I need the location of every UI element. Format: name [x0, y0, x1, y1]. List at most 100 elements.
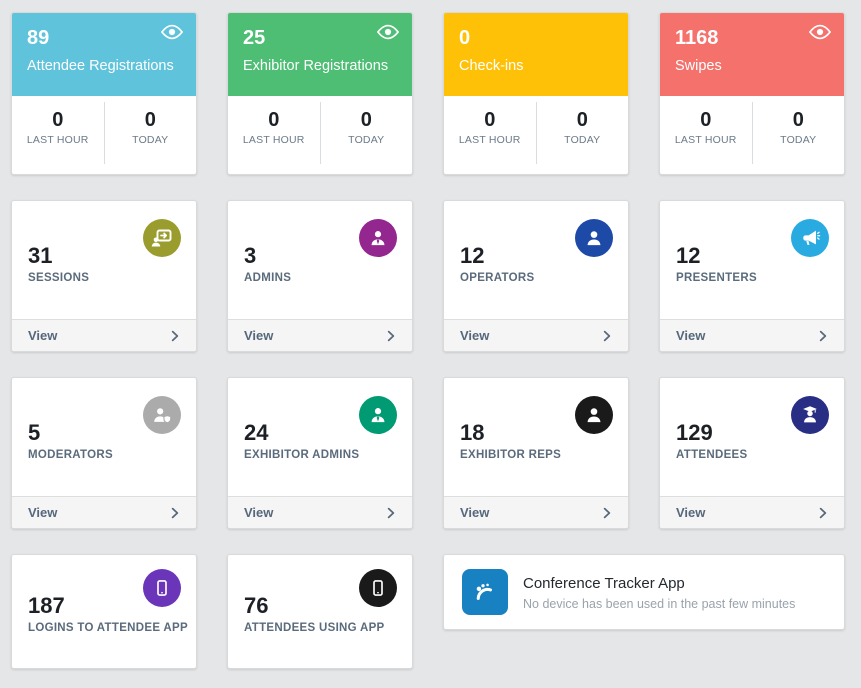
stat-card-operators: 12 OPERATORS View	[443, 200, 629, 352]
view-link[interactable]: View	[12, 496, 196, 528]
stat-label: ATTENDEES USING APP	[244, 622, 385, 634]
summary-value: 89	[27, 27, 50, 49]
stat-value: 24	[244, 420, 269, 445]
mobile-icon	[359, 569, 397, 607]
stat-label: OPERATORS	[460, 272, 535, 284]
admin-person-icon	[359, 396, 397, 434]
view-link[interactable]: View	[12, 319, 196, 351]
last-hour-label: LAST HOUR	[242, 134, 305, 146]
last-hour-label: LAST HOUR	[458, 134, 521, 146]
eye-icon[interactable]	[161, 24, 183, 40]
stat-label: PRESENTERS	[676, 272, 757, 284]
stat-card-body: 18 EXHIBITOR REPS	[444, 378, 628, 496]
tracker-text: Conference Tracker App No device has bee…	[523, 574, 795, 611]
summary-card-attendee-registrations: 89 Attendee Registrations 0 LAST HOUR 0 TODAY	[11, 12, 197, 175]
stat-value: 12	[460, 243, 485, 268]
stat-card-body: 5 MODERATORS	[12, 378, 196, 496]
stat-label: SESSIONS	[28, 272, 90, 284]
chevron-right-icon	[816, 329, 830, 343]
last-hour-value: 0	[700, 109, 712, 131]
chevron-right-icon	[384, 506, 398, 520]
vertical-divider	[319, 102, 321, 164]
summary-card-header: 89 Attendee Registrations	[12, 13, 196, 96]
tracker-title: Conference Tracker App	[523, 574, 685, 592]
summary-label: Swipes	[675, 58, 722, 74]
person-icon	[575, 219, 613, 257]
summary-stats: 0 LAST HOUR 0 TODAY	[228, 96, 412, 174]
chevron-right-icon	[600, 329, 614, 343]
last-hour-stat: 0 LAST HOUR	[444, 96, 536, 174]
presentation-icon	[143, 219, 181, 257]
view-link[interactable]: View	[228, 319, 412, 351]
summary-card-header: 25 Exhibitor Registrations	[228, 13, 412, 96]
view-link[interactable]: View	[660, 496, 844, 528]
stat-card-attendees-using-app: 76 ATTENDEES USING APP	[227, 554, 413, 669]
summary-stats: 0 LAST HOUR 0 TODAY	[12, 96, 196, 174]
chevron-right-icon	[600, 506, 614, 520]
admin-person-icon	[359, 219, 397, 257]
stat-card-body: 12 OPERATORS	[444, 201, 628, 319]
stat-row-2: 5 MODERATORS View 24 EXHIBITOR ADMINS View 18 E…	[11, 377, 845, 529]
view-link[interactable]: View	[228, 496, 412, 528]
view-label: View	[676, 505, 706, 520]
stat-value: 18	[460, 420, 485, 445]
stat-card-admins: 3 ADMINS View	[227, 200, 413, 352]
last-hour-label: LAST HOUR	[674, 134, 737, 146]
today-value: 0	[144, 109, 156, 131]
stat-card-presenters: 12 PRESENTERS View	[659, 200, 845, 352]
view-label: View	[244, 328, 274, 343]
today-value: 0	[576, 109, 588, 131]
view-label: View	[244, 505, 274, 520]
stat-card-body: 129 ATTENDEES	[660, 378, 844, 496]
stat-value: 31	[28, 243, 53, 268]
stat-label: ATTENDEES	[676, 449, 748, 461]
view-label: View	[28, 328, 58, 343]
summary-label: Exhibitor Registrations	[243, 58, 389, 74]
stat-label: EXHIBITOR REPS	[460, 449, 562, 461]
today-stat: 0 TODAY	[753, 96, 845, 174]
stat-card-logins-to-attendee-app: 187 LOGINS TO ATTENDEE APP	[11, 554, 197, 669]
eye-icon[interactable]	[809, 24, 831, 40]
stat-card-moderators: 5 MODERATORS View	[11, 377, 197, 529]
summary-card-exhibitor-registrations: 25 Exhibitor Registrations 0 LAST HOUR 0 TODA…	[227, 12, 413, 175]
summary-value: 25	[243, 27, 266, 49]
stat-card-body: 24 EXHIBITOR ADMINS	[228, 378, 412, 496]
stat-value: 3	[244, 243, 257, 268]
last-hour-value: 0	[484, 109, 496, 131]
today-stat: 0 TODAY	[537, 96, 629, 174]
stat-label: ADMINS	[244, 272, 292, 284]
last-hour-value: 0	[52, 109, 64, 131]
last-hour-stat: 0 LAST HOUR	[660, 96, 752, 174]
stat-label: EXHIBITOR ADMINS	[244, 449, 360, 461]
stat-value: 5	[28, 420, 41, 445]
today-value: 0	[792, 109, 804, 131]
last-hour-stat: 0 LAST HOUR	[228, 96, 320, 174]
stat-row-1: 31 SESSIONS View 3 ADMINS View 12 OPERATORS View…	[11, 200, 845, 352]
summary-card-header: 1168 Swipes	[660, 13, 844, 96]
view-label: View	[460, 328, 490, 343]
stat-card-body: 3 ADMINS	[228, 201, 412, 319]
summary-card-check-ins: 0 Check-ins 0 LAST HOUR 0 TODAY	[443, 12, 629, 175]
view-link[interactable]: View	[444, 319, 628, 351]
person-shield-icon	[143, 396, 181, 434]
stat-card-body: 76 ATTENDEES USING APP	[228, 555, 412, 668]
last-hour-value: 0	[268, 109, 280, 131]
conference-tracker-card: Conference Tracker App No device has bee…	[443, 554, 845, 630]
view-label: View	[28, 505, 58, 520]
today-stat: 0 TODAY	[321, 96, 413, 174]
summary-value: 0	[459, 27, 471, 49]
today-label: TODAY	[132, 134, 169, 146]
mobile-icon	[143, 569, 181, 607]
last-hour-label: LAST HOUR	[26, 134, 89, 146]
chevron-right-icon	[168, 506, 182, 520]
vertical-divider	[751, 102, 753, 164]
today-value: 0	[360, 109, 372, 131]
eye-icon[interactable]	[377, 24, 399, 40]
view-link[interactable]: View	[660, 319, 844, 351]
summary-card-header: 0 Check-ins	[444, 13, 628, 96]
view-link[interactable]: View	[444, 496, 628, 528]
stat-row-3: 187 LOGINS TO ATTENDEE APP 76 ATTENDEES USI…	[11, 554, 845, 669]
stat-card-exhibitor-reps: 18 EXHIBITOR REPS View	[443, 377, 629, 529]
last-hour-stat: 0 LAST HOUR	[12, 96, 104, 174]
